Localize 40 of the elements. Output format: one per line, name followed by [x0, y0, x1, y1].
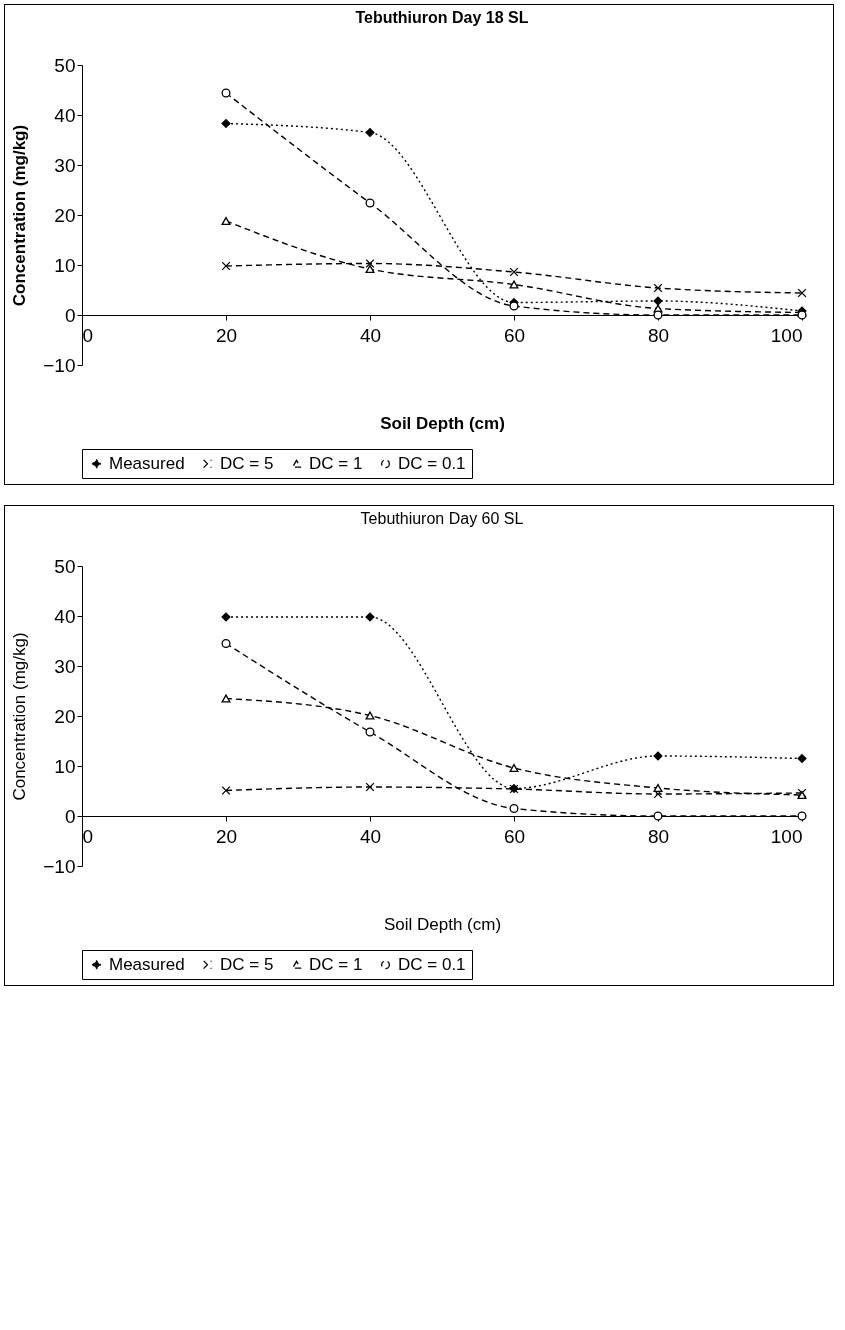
legend-label: DC = 0.1	[398, 954, 466, 974]
y-tick-label: 20	[54, 705, 76, 727]
legend-label: DC = 5	[220, 954, 274, 974]
x-tick-label: 40	[359, 825, 382, 847]
x-tick-label: 20	[215, 825, 238, 847]
y-tick-label: 10	[54, 755, 76, 777]
x-tick-label: 40	[359, 324, 382, 346]
y-axis-title: Concentration (mg/kg)	[10, 124, 30, 307]
x-tick-label: 60	[503, 825, 526, 847]
y-tick-label: 40	[54, 104, 76, 126]
legend-label: DC = 1	[309, 453, 363, 473]
y-tick-label: 10	[54, 254, 76, 276]
x-tick-label: 20	[215, 324, 238, 346]
y-tick-label: 40	[54, 605, 76, 627]
legend-label: DC = 5	[220, 453, 274, 473]
y-tick-label: 0	[64, 805, 76, 827]
y-tick-label: 50	[54, 555, 76, 577]
x-tick-label: 80	[647, 324, 670, 346]
legend-label: Measured	[109, 954, 185, 974]
y-tick-label: 0	[64, 304, 76, 326]
y-tick-label: 30	[54, 154, 76, 176]
x-tick-label: 80	[647, 825, 670, 847]
y-tick-label: −10	[43, 855, 76, 877]
legend-label: DC = 1	[309, 954, 363, 974]
y-tick-label: 20	[54, 204, 76, 226]
x-tick-label: 0	[82, 825, 94, 847]
x-tick-label: 100	[770, 825, 803, 847]
x-tick-label: 60	[503, 324, 526, 346]
x-axis-title: Soil Depth (cm)	[380, 413, 505, 433]
legend-label: DC = 0.1	[398, 453, 466, 473]
y-axis-title: Concentration (mg/kg)	[10, 632, 30, 801]
x-axis-title: Soil Depth (cm)	[383, 914, 502, 934]
x-tick-label: 0	[82, 324, 94, 346]
y-tick-label: 30	[54, 655, 76, 677]
chart-title: Tebuthiuron Day 60 SL	[360, 510, 524, 527]
chart-title: Tebuthiuron Day 18 SL	[355, 9, 529, 26]
y-tick-label: 50	[54, 54, 76, 76]
y-tick-label: −10	[43, 354, 76, 376]
legend-label: Measured	[109, 453, 185, 473]
x-tick-label: 100	[770, 324, 803, 346]
